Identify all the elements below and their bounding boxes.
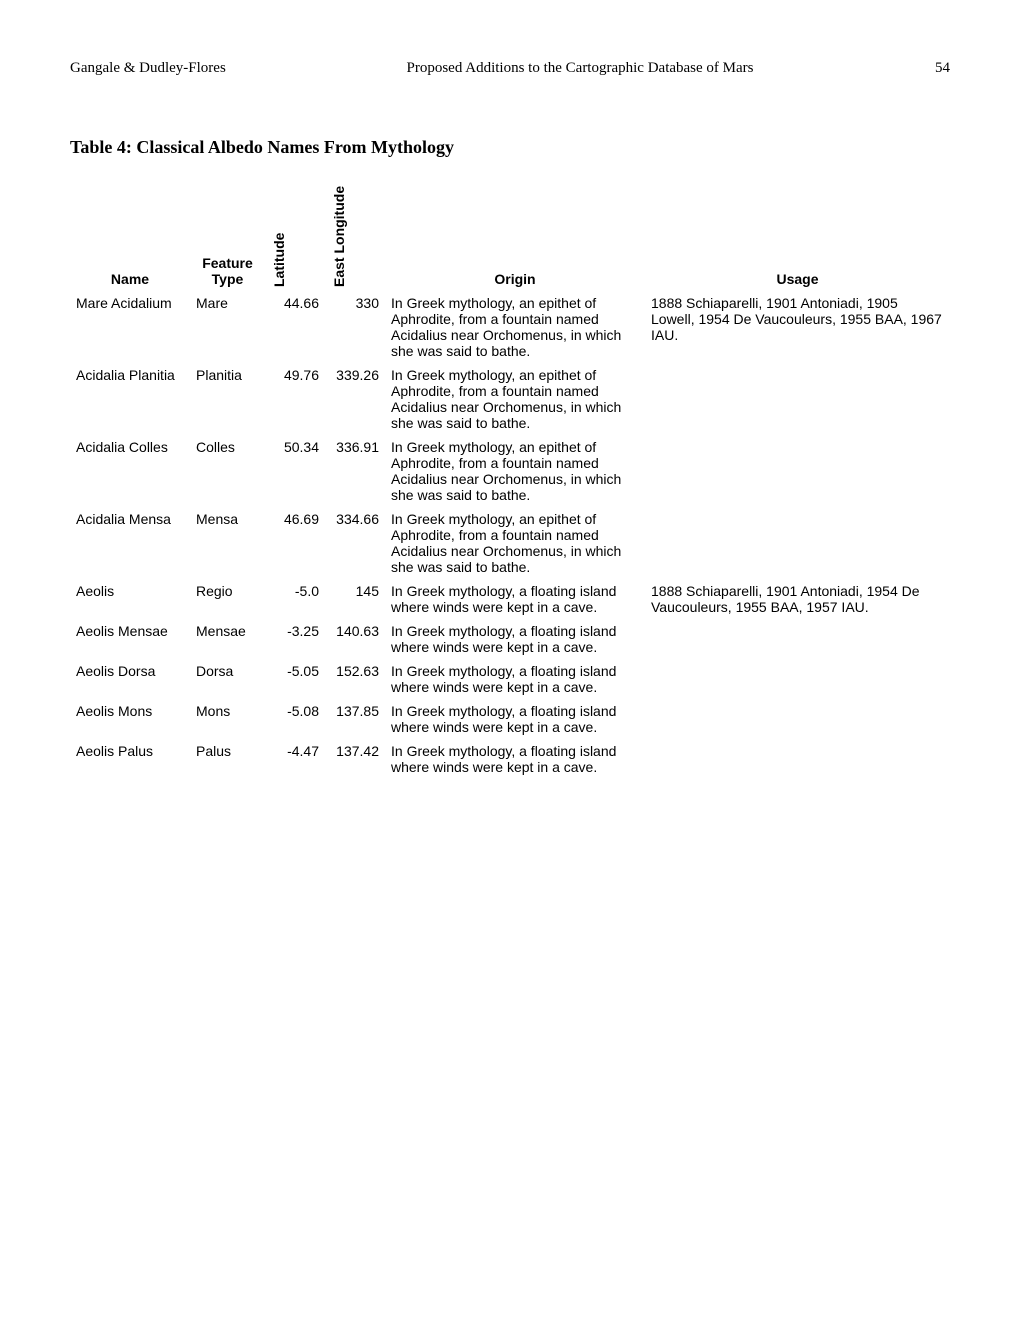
table-row: Acidalia MensaMensa46.69334.66In Greek m… bbox=[70, 507, 950, 579]
cell-usage bbox=[645, 435, 950, 507]
cell-latitude: -3.25 bbox=[265, 619, 325, 659]
cell-longitude: 336.91 bbox=[325, 435, 385, 507]
albedo-names-table: Name Feature Type Latitude East Longitud… bbox=[70, 198, 950, 779]
cell-name: Aeolis Dorsa bbox=[70, 659, 190, 699]
cell-longitude: 339.26 bbox=[325, 363, 385, 435]
cell-feature-type: Mensa bbox=[190, 507, 265, 579]
cell-usage bbox=[645, 659, 950, 699]
table-row: Aeolis DorsaDorsa-5.05152.63In Greek myt… bbox=[70, 659, 950, 699]
cell-latitude: -5.08 bbox=[265, 699, 325, 739]
cell-longitude: 334.66 bbox=[325, 507, 385, 579]
cell-usage: 1888 Schiaparelli, 1901 Antoniadi, 1905 … bbox=[645, 291, 950, 363]
cell-latitude: 49.76 bbox=[265, 363, 325, 435]
header-authors: Gangale & Dudley-Flores bbox=[70, 60, 270, 77]
cell-feature-type: Regio bbox=[190, 579, 265, 619]
cell-feature-type: Planitia bbox=[190, 363, 265, 435]
cell-origin: In Greek mythology, an epithet of Aphrod… bbox=[385, 291, 645, 363]
cell-latitude: 44.66 bbox=[265, 291, 325, 363]
cell-origin: In Greek mythology, a floating island wh… bbox=[385, 619, 645, 659]
cell-origin: In Greek mythology, an epithet of Aphrod… bbox=[385, 507, 645, 579]
cell-latitude: 50.34 bbox=[265, 435, 325, 507]
cell-name: Acidalia Planitia bbox=[70, 363, 190, 435]
cell-latitude: -4.47 bbox=[265, 739, 325, 779]
cell-origin: In Greek mythology, a floating island wh… bbox=[385, 659, 645, 699]
col-header-usage: Usage bbox=[645, 198, 950, 291]
cell-usage: 1888 Schiaparelli, 1901 Antoniadi, 1954 … bbox=[645, 579, 950, 619]
cell-feature-type: Mons bbox=[190, 699, 265, 739]
cell-feature-type: Mensae bbox=[190, 619, 265, 659]
table-row: Aeolis MensaeMensae-3.25140.63In Greek m… bbox=[70, 619, 950, 659]
table-row: AeolisRegio-5.0145In Greek mythology, a … bbox=[70, 579, 950, 619]
cell-origin: In Greek mythology, a floating island wh… bbox=[385, 579, 645, 619]
cell-longitude: 152.63 bbox=[325, 659, 385, 699]
table-row: Aeolis MonsMons-5.08137.85In Greek mytho… bbox=[70, 699, 950, 739]
cell-name: Aeolis Palus bbox=[70, 739, 190, 779]
cell-name: Acidalia Colles bbox=[70, 435, 190, 507]
col-header-latitude-label: Latitude bbox=[271, 202, 287, 287]
table-title: Table 4: Classical Albedo Names From Myt… bbox=[70, 137, 950, 158]
col-header-longitude-label: East Longitude bbox=[331, 202, 347, 287]
cell-usage bbox=[645, 507, 950, 579]
cell-latitude: 46.69 bbox=[265, 507, 325, 579]
col-header-name: Name bbox=[70, 198, 190, 291]
cell-usage bbox=[645, 699, 950, 739]
cell-feature-type: Colles bbox=[190, 435, 265, 507]
cell-name: Aeolis Mons bbox=[70, 699, 190, 739]
table-row: Acidalia CollesColles50.34336.91In Greek… bbox=[70, 435, 950, 507]
cell-origin: In Greek mythology, a floating island wh… bbox=[385, 699, 645, 739]
cell-name: Acidalia Mensa bbox=[70, 507, 190, 579]
table-row: Aeolis PalusPalus-4.47137.42In Greek myt… bbox=[70, 739, 950, 779]
cell-longitude: 137.42 bbox=[325, 739, 385, 779]
cell-feature-type: Palus bbox=[190, 739, 265, 779]
cell-longitude: 145 bbox=[325, 579, 385, 619]
cell-name: Aeolis Mensae bbox=[70, 619, 190, 659]
cell-origin: In Greek mythology, an epithet of Aphrod… bbox=[385, 435, 645, 507]
col-header-origin: Origin bbox=[385, 198, 645, 291]
cell-feature-type: Dorsa bbox=[190, 659, 265, 699]
cell-latitude: -5.0 bbox=[265, 579, 325, 619]
cell-latitude: -5.05 bbox=[265, 659, 325, 699]
cell-longitude: 140.63 bbox=[325, 619, 385, 659]
col-header-latitude: Latitude bbox=[265, 198, 325, 291]
table-header-row: Name Feature Type Latitude East Longitud… bbox=[70, 198, 950, 291]
cell-origin: In Greek mythology, a floating island wh… bbox=[385, 739, 645, 779]
table-row: Mare AcidaliumMare44.66330In Greek mytho… bbox=[70, 291, 950, 363]
cell-name: Aeolis bbox=[70, 579, 190, 619]
cell-usage bbox=[645, 619, 950, 659]
header-page-number: 54 bbox=[890, 60, 950, 77]
table-body: Mare AcidaliumMare44.66330In Greek mytho… bbox=[70, 291, 950, 779]
cell-usage bbox=[645, 739, 950, 779]
cell-longitude: 330 bbox=[325, 291, 385, 363]
page-header: Gangale & Dudley-Flores Proposed Additio… bbox=[70, 60, 950, 77]
cell-origin: In Greek mythology, an epithet of Aphrod… bbox=[385, 363, 645, 435]
cell-feature-type: Mare bbox=[190, 291, 265, 363]
header-title: Proposed Additions to the Cartographic D… bbox=[270, 60, 890, 77]
col-header-longitude: East Longitude bbox=[325, 198, 385, 291]
cell-name: Mare Acidalium bbox=[70, 291, 190, 363]
cell-longitude: 137.85 bbox=[325, 699, 385, 739]
col-header-feature-type: Feature Type bbox=[190, 198, 265, 291]
table-row: Acidalia PlanitiaPlanitia49.76339.26In G… bbox=[70, 363, 950, 435]
cell-usage bbox=[645, 363, 950, 435]
